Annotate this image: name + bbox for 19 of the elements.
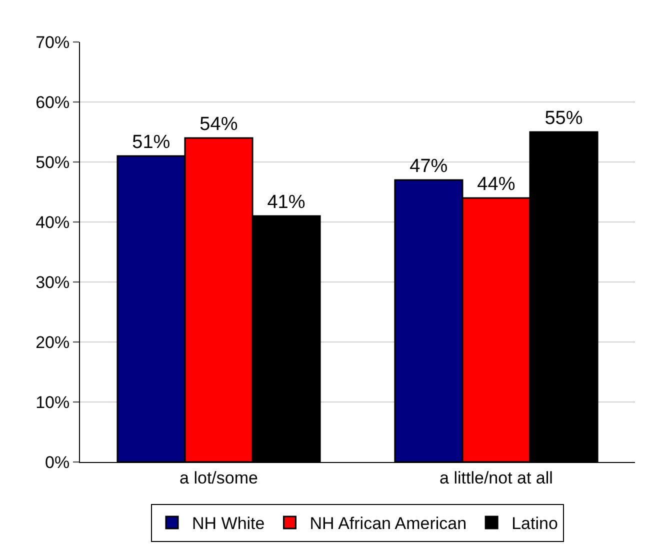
data-label: 55% xyxy=(544,108,583,129)
y-tick-label: 20% xyxy=(36,332,70,352)
x-tick-label: a lot/some xyxy=(180,468,258,488)
x-tick-label: a little/not at all xyxy=(440,468,553,488)
y-tick-label: 70% xyxy=(36,32,70,52)
y-tick-label: 40% xyxy=(36,212,70,232)
y-tick-label: 10% xyxy=(36,392,70,412)
y-tick-label: 50% xyxy=(36,152,70,172)
y-tick-label: 60% xyxy=(36,92,70,112)
data-label: 47% xyxy=(410,156,448,177)
data-label: 54% xyxy=(200,114,238,135)
data-label: 41% xyxy=(267,192,306,213)
data-label: 51% xyxy=(132,132,170,153)
y-tick-label: 30% xyxy=(36,272,70,292)
legend-label: NH African American xyxy=(310,514,467,534)
y-tick-label: 0% xyxy=(45,452,70,472)
legend-label: NH White xyxy=(192,514,265,534)
legend-label: Latino xyxy=(512,514,558,534)
data-label: 44% xyxy=(477,174,516,195)
